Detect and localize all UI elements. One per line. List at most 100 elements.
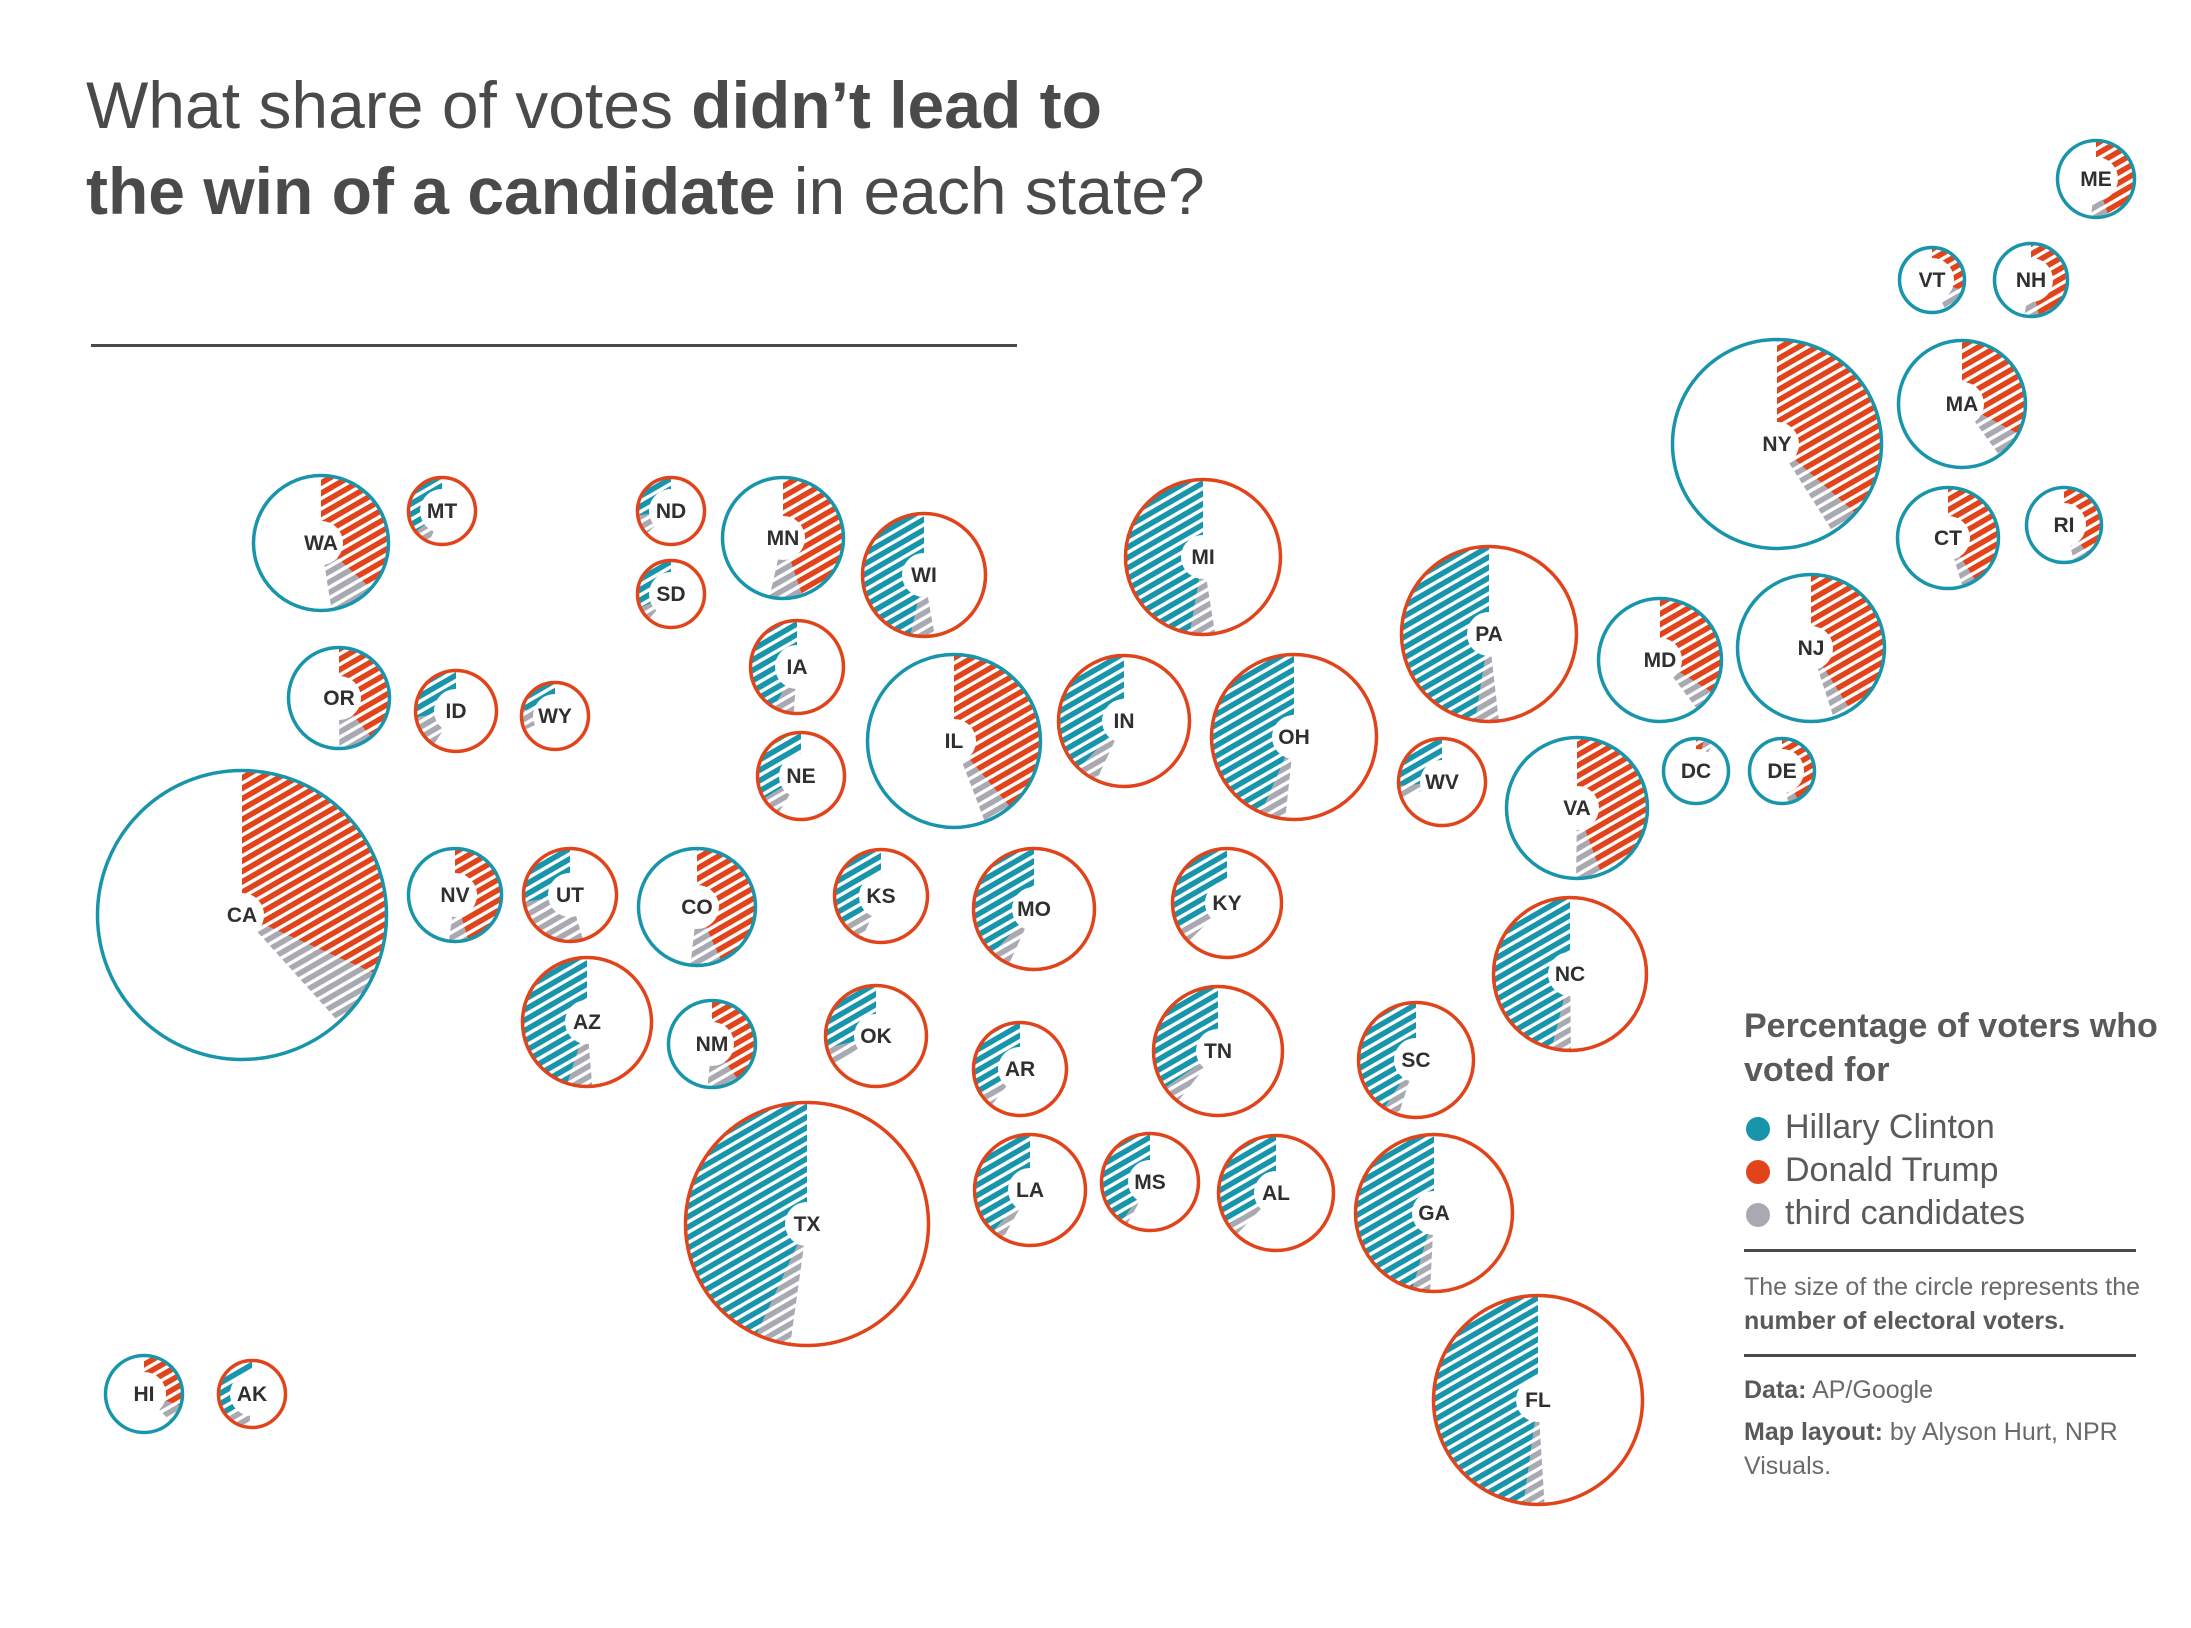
wedge-clinton-nc xyxy=(1495,899,1570,1047)
state-circle-mt: MT xyxy=(406,475,478,547)
label-halo-pa xyxy=(1467,612,1511,656)
state-circle-ak: AK xyxy=(216,1358,288,1430)
state-label-ne: NE xyxy=(786,765,815,788)
label-halo-ak xyxy=(230,1372,274,1416)
state-circle-sc: SC xyxy=(1356,1000,1476,1120)
state-circle-wy: WY xyxy=(519,680,591,752)
state-outline-vt xyxy=(1897,245,1967,315)
state-outline-ok xyxy=(823,983,929,1089)
state-circle-wi: WI xyxy=(860,511,988,639)
state-circle-ky: KY xyxy=(1170,846,1284,960)
state-circle-ny: NY xyxy=(1670,337,1884,551)
wedge-clinton-mi xyxy=(1126,481,1203,632)
state-label-tn: TN xyxy=(1204,1040,1232,1063)
state-outline-oh xyxy=(1209,652,1379,822)
state-circle-tx: TX xyxy=(683,1100,931,1348)
state-outline-id xyxy=(413,668,499,754)
state-circle-vt: VT xyxy=(1897,245,1967,315)
label-halo-tn xyxy=(1196,1029,1240,1073)
third-dot-icon xyxy=(1746,1203,1770,1227)
state-circle-ut: UT xyxy=(521,846,619,944)
layout-credit-value: by Alyson Hurt, NPR Visuals. xyxy=(1744,1418,2118,1480)
state-outline-tx xyxy=(683,1100,931,1348)
label-halo-dc xyxy=(1674,749,1718,793)
state-label-nj: NJ xyxy=(1798,637,1825,660)
state-label-al: AL xyxy=(1262,1182,1290,1205)
state-circle-al: AL xyxy=(1216,1133,1336,1253)
state-outline-va xyxy=(1504,735,1650,881)
state-label-sc: SC xyxy=(1401,1049,1430,1072)
state-circle-in: IN xyxy=(1056,653,1192,789)
state-outline-fl xyxy=(1431,1293,1645,1507)
state-label-hi: HI xyxy=(134,1383,155,1406)
label-halo-in xyxy=(1102,699,1146,743)
state-outline-in xyxy=(1056,653,1192,789)
label-halo-mn xyxy=(761,516,805,560)
title-part-2: in each state? xyxy=(775,154,1205,228)
wedge-clinton-in xyxy=(1060,657,1124,768)
state-label-mi: MI xyxy=(1191,546,1214,569)
wedge-clinton-al xyxy=(1220,1137,1276,1225)
wedge-third-tx xyxy=(757,1224,807,1343)
wedge-clinton-tn xyxy=(1154,988,1218,1088)
label-halo-ok xyxy=(854,1014,898,1058)
title-divider xyxy=(91,344,1017,347)
state-outline-sc xyxy=(1356,1000,1476,1120)
state-circle-nm: NM xyxy=(666,998,758,1090)
state-circle-mi: MI xyxy=(1123,477,1283,637)
state-circle-nc: NC xyxy=(1491,895,1649,1053)
label-halo-nm xyxy=(690,1022,734,1066)
state-circle-dc: DC xyxy=(1661,736,1731,806)
state-circle-il: IL xyxy=(865,652,1043,830)
state-circle-or: OR xyxy=(286,645,392,751)
state-circle-mn: MN xyxy=(720,475,846,601)
label-halo-ga xyxy=(1412,1191,1456,1235)
state-outline-nd xyxy=(635,475,707,547)
state-outline-tn xyxy=(1151,984,1285,1118)
state-label-or: OR xyxy=(323,687,355,710)
state-outline-ia xyxy=(748,618,846,716)
clinton-dot-icon xyxy=(1746,1117,1770,1141)
state-label-sd: SD xyxy=(656,583,685,606)
state-circle-wv: WV xyxy=(1396,736,1488,828)
state-label-dc: DC xyxy=(1681,760,1711,783)
state-circle-fl: FL xyxy=(1431,1293,1645,1507)
wedge-trump-nj xyxy=(1811,576,1883,709)
state-circle-pa: PA xyxy=(1399,544,1579,724)
legend-label-third: third candidates xyxy=(1785,1194,2026,1232)
wedge-third-pa xyxy=(1475,634,1499,720)
wedge-trump-ct xyxy=(1948,488,1998,580)
label-halo-va xyxy=(1555,786,1599,830)
state-outline-ny xyxy=(1670,337,1884,551)
wedge-trump-wa xyxy=(321,477,388,588)
state-outline-mt xyxy=(406,475,478,547)
state-outline-az xyxy=(520,955,654,1089)
label-halo-ia xyxy=(775,645,819,689)
state-label-la: LA xyxy=(1016,1179,1044,1202)
state-label-az: AZ xyxy=(573,1011,601,1034)
state-label-ak: AK xyxy=(237,1383,267,1406)
label-halo-nh xyxy=(2009,258,2053,302)
state-label-wa: WA xyxy=(304,532,338,555)
state-circle-tn: TN xyxy=(1151,984,1285,1118)
title-part-1: What share of votes xyxy=(86,68,692,142)
state-label-vt: VT xyxy=(1919,269,1946,292)
legend-item-third: third candidates xyxy=(1744,1192,2144,1235)
label-halo-wv xyxy=(1420,760,1464,804)
state-circle-ri: RI xyxy=(2024,485,2104,565)
wedge-third-ny xyxy=(1777,444,1855,531)
state-circle-ma: MA xyxy=(1896,338,2028,470)
wedge-trump-va xyxy=(1577,739,1646,873)
wedge-clinton-az xyxy=(523,959,587,1083)
wedge-clinton-ks xyxy=(836,851,881,925)
state-outline-dc xyxy=(1661,736,1731,806)
state-circle-hi: HI xyxy=(103,1353,185,1435)
wedge-clinton-sc xyxy=(1359,1004,1416,1107)
state-label-ny: NY xyxy=(1762,433,1791,456)
state-label-de: DE xyxy=(1767,760,1796,783)
state-outline-ar xyxy=(971,1020,1069,1118)
state-outline-hi xyxy=(103,1353,185,1435)
state-label-ar: AR xyxy=(1005,1058,1035,1081)
wedge-third-fl xyxy=(1523,1400,1545,1504)
label-halo-or xyxy=(317,676,361,720)
